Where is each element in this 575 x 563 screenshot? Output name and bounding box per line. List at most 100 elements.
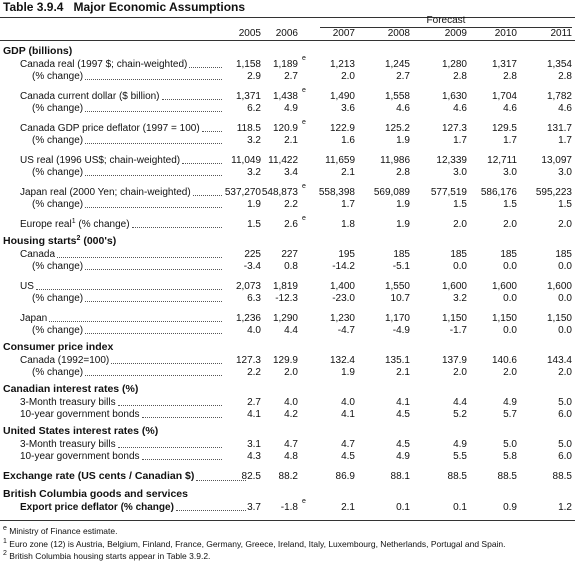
cell-value: 1.9: [396, 199, 410, 210]
cell-value: 2.0: [503, 367, 517, 378]
leader: [85, 199, 222, 208]
leader: [85, 367, 222, 376]
cell-value: 129.5: [491, 123, 517, 134]
section-title: GDP (billions): [0, 44, 575, 59]
cell-value: 1,189: [272, 59, 298, 70]
data-row: (% change) 1.9 2.2 1.7 1.9 1.5 1.5 1.5: [0, 199, 575, 211]
label-part: (% change): [32, 135, 84, 146]
label-text: 10-year government bonds: [20, 451, 140, 463]
cell-value: 2.8: [503, 71, 517, 82]
section-title-text: Housing starts: [3, 235, 77, 247]
year-header: 2009: [444, 28, 467, 39]
cell-value: 2.0: [558, 219, 572, 230]
cell-value: 88.5: [447, 471, 467, 482]
cell-value: 1.2: [558, 502, 572, 513]
cell-value: -14.2: [332, 261, 355, 272]
cell-value: 0.1: [453, 502, 467, 513]
data-row: Export price deflator (% change) 3.7 -1.8 e…: [20, 498, 572, 513]
cell-value: 1.7: [453, 135, 467, 146]
cell-value: 5.0: [558, 439, 572, 450]
leader: [175, 502, 246, 511]
leader: [111, 355, 222, 364]
leader: [57, 249, 222, 258]
row-label: (% change): [32, 367, 222, 379]
cell-value: 0.1: [396, 502, 410, 513]
cell-value: 2.0: [453, 219, 467, 230]
cell-value: 4.1: [396, 397, 410, 408]
cell-value: 4.0: [341, 397, 355, 408]
year-header: 2011: [550, 28, 572, 39]
label-part: (% change): [32, 167, 84, 178]
leader: [85, 167, 222, 176]
year-header: 2010: [494, 28, 517, 39]
leader: [85, 135, 222, 144]
cell-value: 4.9: [284, 103, 298, 114]
cell-value: 1.7: [341, 199, 355, 210]
cell-value: -4.9: [392, 325, 410, 336]
section-title: British Columbia goods and services: [0, 487, 575, 502]
data-row: (% change) 6.2 4.9 3.6 4.6 4.6 4.6 4.6: [0, 103, 575, 115]
section-title-text: (000's): [80, 235, 117, 247]
cell-value: 1.5: [247, 219, 261, 230]
cell-value: 2.6: [284, 219, 298, 230]
label-text: Canada current dollar ($ billion): [20, 91, 160, 103]
cell-value: 2.1: [284, 135, 298, 146]
cell-value: 1,600: [546, 281, 572, 292]
cell-value: 4.1: [341, 409, 355, 420]
year-header: 2005: [238, 28, 261, 39]
cell-value: -1.7: [449, 325, 467, 336]
cell-value: 2.1: [341, 167, 355, 178]
data-row: 3-Month treasury bills 2.7 4.0 4.0 4.1 4.4 4.9…: [0, 397, 575, 409]
label-text: (% change): [32, 135, 83, 147]
leader: [85, 261, 222, 270]
cell-value: 3.4: [284, 167, 298, 178]
label-text: (% change): [32, 71, 83, 83]
cell-value: 1,600: [441, 281, 467, 292]
cell-value: 1,236: [235, 313, 261, 324]
label-part: Export price deflator (% change): [20, 502, 174, 513]
cell-value: 2.7: [396, 71, 410, 82]
cell-value: 558,398: [318, 187, 355, 198]
cell-value: 0.8: [284, 261, 298, 272]
cell-value: -1.8: [280, 502, 298, 513]
forecast-header: Forecast: [426, 15, 466, 26]
cell-value: 586,176: [480, 187, 517, 198]
label-part: (% change): [32, 261, 84, 272]
label-part: (% change): [32, 199, 84, 210]
row-label: (% change): [32, 199, 222, 211]
cell-value: -12.3: [275, 293, 298, 304]
cell-value: 3.2: [453, 293, 467, 304]
row-label: US: [20, 281, 222, 293]
cell-value: 1,354: [546, 59, 572, 70]
cell-value: 4.8: [284, 451, 298, 462]
cell-value: 12,339: [436, 155, 467, 166]
leader: [189, 59, 222, 68]
label-part: (% change): [75, 219, 130, 230]
cell-value: 129.9: [272, 355, 298, 366]
cell-value: 10.7: [390, 293, 410, 304]
data-row: Japan 1,236 1,290 1,230 1,170 1,150 1,150 1,150: [0, 313, 575, 325]
cell-value: 1,213: [329, 59, 355, 70]
cell-value: 0.0: [503, 325, 517, 336]
cell-value: 2.0: [284, 367, 298, 378]
cell-value: 1.8: [341, 219, 355, 230]
data-row: 10-year government bonds 4.3 4.8 4.5 4.9 5.5 5…: [0, 451, 575, 463]
data-row: (% change) 3.2 2.1 1.6 1.9 1.7 1.7 1.7: [0, 135, 575, 147]
cell-value: 227: [281, 249, 298, 260]
row-label: 10-year government bonds: [20, 451, 222, 463]
section-title-text: Consumer price index: [3, 341, 114, 353]
label-text: (% change): [32, 261, 83, 273]
row-label: 3-Month treasury bills: [20, 439, 222, 451]
cell-value: 5.8: [503, 451, 517, 462]
data-row: Canada real (1997 $; chain-weighted) 1,15…: [20, 55, 572, 70]
cell-value: 0.0: [503, 293, 517, 304]
section-title: Consumer price index: [0, 340, 575, 355]
cell-value: 2.7: [247, 397, 261, 408]
cell-value: 11,986: [380, 155, 410, 166]
cell-value: 4.1: [247, 409, 261, 420]
footnote: 2 British Columbia housing starts appear…: [3, 550, 506, 563]
label-text: (% change): [32, 199, 83, 211]
data-row: (% change) -3.4 0.8 -14.2 -5.1 0.0 0.0 0.0: [0, 261, 575, 273]
cell-value: 0.0: [558, 293, 572, 304]
cell-value: 1,819: [272, 281, 298, 292]
